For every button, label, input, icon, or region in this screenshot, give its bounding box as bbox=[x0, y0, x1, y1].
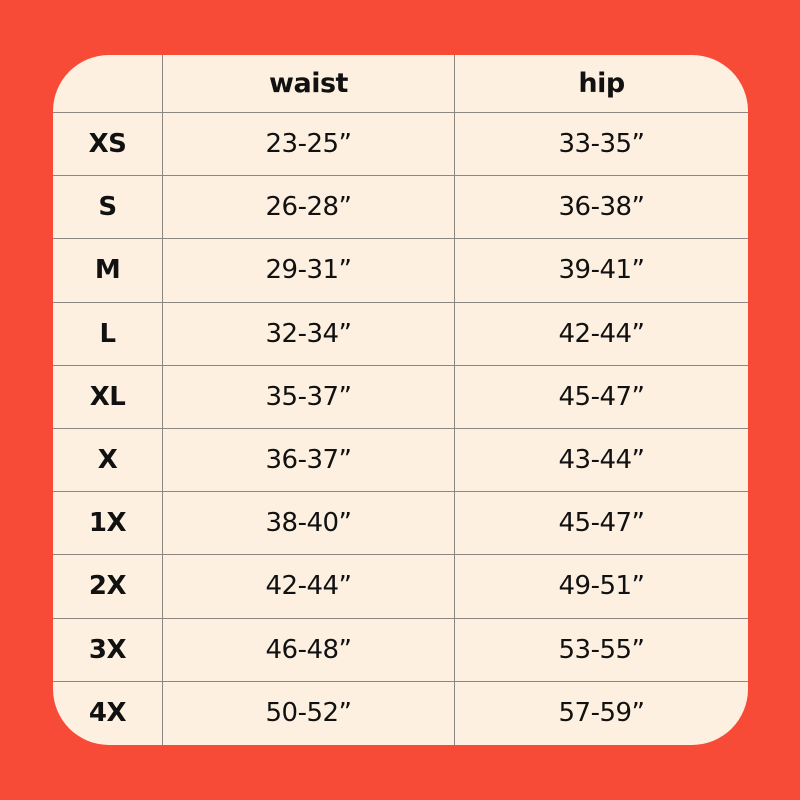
cell-waist: 42-44” bbox=[163, 555, 455, 619]
cell-size: 4X bbox=[53, 681, 163, 745]
cell-hip: 53-55” bbox=[455, 619, 748, 682]
cell-waist: 23-25” bbox=[163, 113, 455, 177]
cell-size: S bbox=[53, 176, 163, 240]
cell-waist: 35-37” bbox=[163, 365, 455, 429]
cell-waist: 46-48” bbox=[163, 618, 455, 682]
cell-hip: 42-44” bbox=[455, 303, 748, 366]
cell-size: M bbox=[53, 239, 163, 303]
header-hip: hip bbox=[455, 55, 748, 113]
cell-size: L bbox=[53, 302, 163, 366]
cell-hip: 45-47” bbox=[455, 492, 748, 556]
cell-waist: 26-28” bbox=[163, 176, 455, 240]
cell-hip: 45-47” bbox=[455, 366, 748, 429]
header-waist: waist bbox=[163, 55, 455, 113]
cell-waist: 38-40” bbox=[163, 492, 455, 556]
size-chart-table: waist hip XS 23-25” 33-35” S 26-28” 36-38” M 29… bbox=[53, 55, 748, 745]
cell-hip: 49-51” bbox=[455, 555, 748, 619]
cell-size: XL bbox=[53, 365, 163, 429]
cell-hip: 43-44” bbox=[455, 429, 748, 493]
cell-size: X bbox=[53, 428, 163, 493]
cell-hip: 39-41” bbox=[455, 239, 748, 303]
cell-hip: 57-59” bbox=[558, 698, 645, 729]
cell-hip: 33-35” bbox=[455, 113, 748, 177]
cell-waist: 32-34” bbox=[163, 302, 455, 366]
size-chart-card: waist hip XS 23-25” 33-35” S 26-28” 36-38” M 29… bbox=[53, 55, 748, 745]
cell-size: XS bbox=[53, 113, 163, 177]
cell-size: 1X bbox=[53, 492, 163, 556]
header-size bbox=[53, 55, 163, 113]
cell-waist: 50-52” bbox=[163, 681, 455, 745]
cell-size: 2X bbox=[53, 555, 163, 619]
cell-waist: 36-37” bbox=[163, 428, 455, 493]
cell-hip: 36-38” bbox=[455, 176, 748, 240]
cell-size: 3X bbox=[53, 618, 163, 682]
cell-waist: 29-31” bbox=[163, 239, 455, 303]
